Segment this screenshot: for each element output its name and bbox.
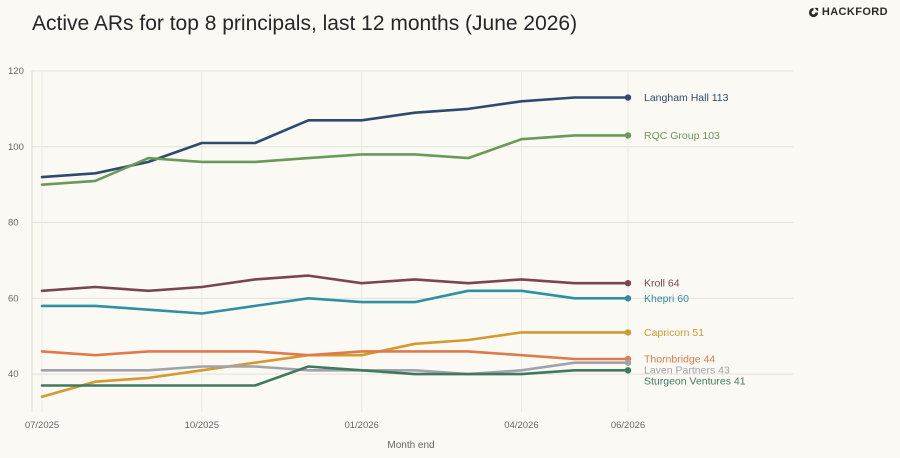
series-end-point-khepri: [624, 295, 632, 302]
series-end-point-langham-hall: [624, 94, 632, 101]
series-line-laven-partners: [40, 361, 630, 376]
series-line-kroll: [40, 274, 630, 293]
end-label-laven-partners: Laven Partners 43: [644, 364, 730, 376]
x-tick-label: 07/2025: [25, 420, 59, 431]
end-label-langham-hall: Langham Hall 113: [644, 92, 729, 104]
chart-title: Active ARs for top 8 principals, last 12…: [32, 12, 578, 35]
end-label-thornbridge: Thornbridge 44: [644, 353, 715, 365]
series-line-langham-hall: [40, 96, 630, 179]
end-label-kroll: Kroll 64: [644, 278, 680, 290]
end-labels: Langham Hall 113 RQC Group 103 Kroll 64 Khe…: [644, 92, 746, 387]
x-axis-title: Month end: [387, 440, 434, 451]
end-label-capricorn: Capricorn 51: [644, 327, 704, 339]
hackford-logo-icon: [808, 7, 818, 17]
x-tick-label: 06/2026: [611, 420, 645, 431]
y-tick-label: 60: [8, 293, 19, 304]
y-tick-label: 40: [8, 369, 19, 380]
y-tick-label: 100: [8, 142, 24, 153]
axes: 40 60 80 100 120 07/2025 10/2025 01/2026 04/2026…: [8, 66, 645, 451]
x-tick-label: 01/2026: [344, 420, 378, 431]
y-tick-label: 80: [8, 218, 19, 229]
series-end-point-rqc-group: [624, 132, 632, 139]
brand-logo: HACKFORD: [808, 6, 888, 18]
series-line-khepri: [40, 289, 630, 315]
end-label-sturgeon-ventures: Sturgeon Ventures 41: [644, 375, 746, 387]
series-end-point-kroll: [624, 279, 632, 287]
series-end-point-capricorn: [624, 329, 632, 336]
series-line-sturgeon-ventures: [40, 365, 630, 387]
series-end-point-sturgeon-ventures: [624, 367, 632, 374]
series-line-thornbridge: [40, 350, 630, 361]
x-tick-label: 10/2025: [185, 420, 219, 431]
y-tick-label: 120: [8, 66, 24, 77]
x-tick-label: 04/2026: [504, 420, 538, 431]
series-end-point-laven-partners: [624, 359, 632, 366]
end-label-khepri: Khepri 60: [644, 293, 689, 305]
series-lines: [40, 94, 632, 399]
series-line-capricorn: [40, 331, 630, 399]
end-label-rqc-group: RQC Group 103: [644, 130, 720, 142]
brand-name: HACKFORD: [821, 6, 888, 18]
series-line-rqc-group: [40, 134, 630, 186]
